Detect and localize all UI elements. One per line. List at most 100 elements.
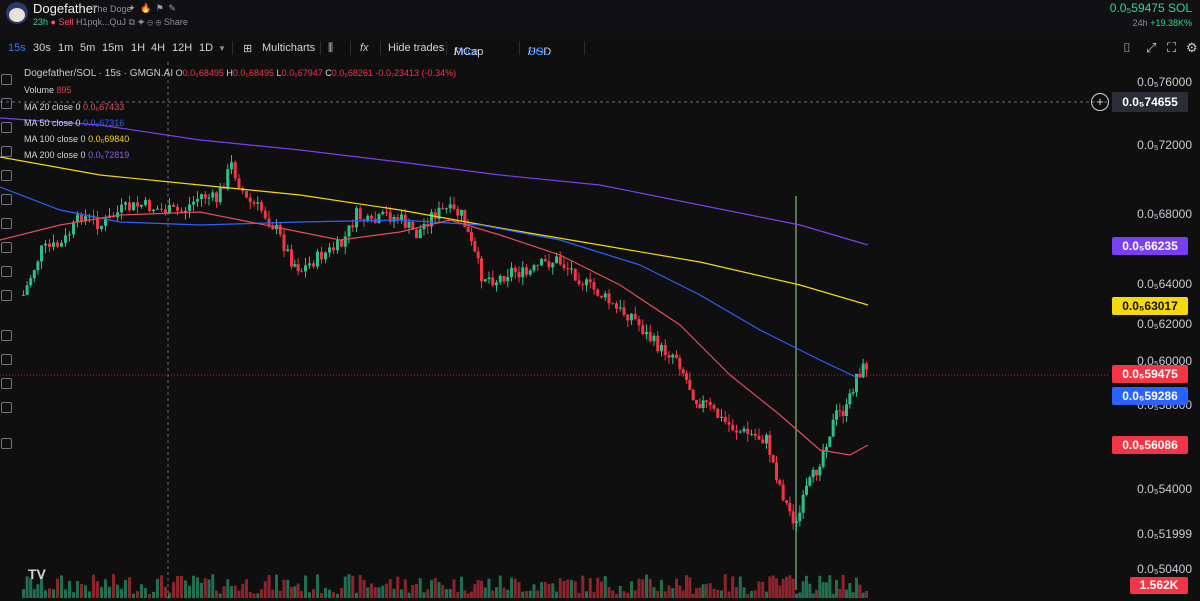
mcap-option[interactable]: MCap [454,46,484,58]
candle-body [592,282,596,290]
volume-bar [296,583,300,598]
tf-1h[interactable]: 1H [131,42,146,54]
zoom-tool-icon[interactable] [1,290,12,301]
volume-bar [164,586,167,598]
volume-bar [838,588,842,598]
address-icons[interactable]: ⧉ ✦ ⊖ ⊕ [128,17,162,27]
tf-12h[interactable]: 12H [172,42,193,54]
fullscreen-icon[interactable]: ⛶ [1167,40,1177,55]
candle-body [828,436,832,447]
candle-type-icon[interactable]: ⫼ [328,42,334,54]
volume-bar [851,592,855,598]
volume-bar [407,592,411,598]
tf-5m[interactable]: 5m [80,42,96,54]
volume-bar [200,582,203,598]
candle-body [68,234,71,236]
volume-bar [618,585,622,598]
brush-tool-icon[interactable] [1,218,12,229]
sol-option[interactable]: SOL [528,46,551,58]
candle-body [688,379,692,390]
price-option[interactable]: Price [454,46,480,58]
legend-l: 0.0₆67947 [281,68,323,78]
tradingview-logo-icon[interactable]: TV [28,566,46,582]
volume-bar [480,580,483,598]
token-header: Dogefather The Doge ✦ 🔥 ⚑ ✎ 23h ● Sell H… [0,0,1200,34]
volume-bar [698,587,702,598]
price-tick: 0.0₅76000 [1137,75,1192,89]
candle-body [48,243,51,247]
usd-option[interactable]: USD [528,46,552,58]
volume-bar [340,587,343,598]
trash-tool-icon[interactable] [1,438,12,449]
volume-bar [248,591,252,598]
toggle-slash: / [454,46,458,58]
volume-bar [377,587,381,598]
volume-bar [487,578,491,598]
tf-30s[interactable]: 30s [33,42,51,54]
tf-4h[interactable]: 4H [151,42,166,54]
magnet-tool-icon[interactable] [1,330,12,341]
token-address[interactable]: H1pqk...QuJ [76,17,127,27]
volume-bar [396,576,400,598]
trendline-tool-icon[interactable] [1,98,12,109]
multicharts-button[interactable]: Multicharts [262,42,316,54]
volume-bar [757,581,761,598]
change-period: 24h [1132,18,1148,28]
volume-bar [581,575,585,598]
volume-bar [211,574,215,598]
emoji-tool-icon[interactable] [1,242,12,253]
volume-bar [256,593,260,598]
candle-body [32,270,36,279]
candle-body [712,405,716,409]
eye-tool-icon[interactable] [1,378,12,389]
volume-bar [858,584,862,598]
candle-body [100,225,103,229]
volume-bar [343,576,347,598]
measure-tool-icon[interactable] [1,266,12,277]
add-alert-plus-icon[interactable]: + [1091,93,1109,111]
candle-body [351,225,355,228]
tf-15s[interactable]: 15s [8,42,26,54]
settings-icon[interactable]: ⚙ [1186,40,1198,55]
text-tool-icon[interactable] [1,170,12,181]
price-chart[interactable] [0,62,1200,601]
candle-body [678,357,682,370]
camera-icon[interactable]: ⌷ [1123,40,1131,55]
volume-bar [32,589,36,598]
volume-bar [381,585,385,598]
volume-bar [300,591,303,598]
cursor-tool-icon[interactable] [1,74,12,85]
candle-body [470,232,473,242]
share-link[interactable]: Share [163,17,188,27]
volume-bar [596,577,600,598]
candle-body [40,245,43,262]
legend-l-label: L [276,68,282,78]
volume-bar [685,575,688,598]
token-avatar[interactable] [6,2,28,24]
candle-body [124,202,127,205]
candle-body [581,284,585,286]
candle-body [172,204,175,207]
volume-bar [96,581,99,598]
tf-15m[interactable]: 15m [102,42,124,54]
price-scale[interactable]: 0.0₅76000 0.0₅72000 0.0₅68000 0.0₅64000 … [1110,62,1200,601]
candle-body [25,285,29,295]
ruler-tool-icon[interactable] [1,194,12,205]
volume-bar [320,592,323,598]
candle-body [637,319,641,326]
visibility-tool-icon[interactable] [1,402,12,413]
volume-bar [705,584,708,598]
volume-bar [630,581,633,598]
candle-body [355,208,358,228]
tf-1m[interactable]: 1m [58,42,74,54]
volume-bar [708,583,712,598]
fib-tool-icon[interactable] [1,122,12,133]
hide-trades-button[interactable]: Hide trades [388,42,445,54]
lock-tool-icon[interactable] [1,354,12,365]
volume-bar [140,584,143,598]
timeframe-dropdown-icon[interactable]: ▼ [218,44,226,53]
tf-1d[interactable]: 1D [199,42,214,54]
indicators-icon[interactable]: fx [360,42,369,54]
expand-icon[interactable]: ⤢ [1146,40,1157,55]
pattern-tool-icon[interactable] [1,146,12,157]
